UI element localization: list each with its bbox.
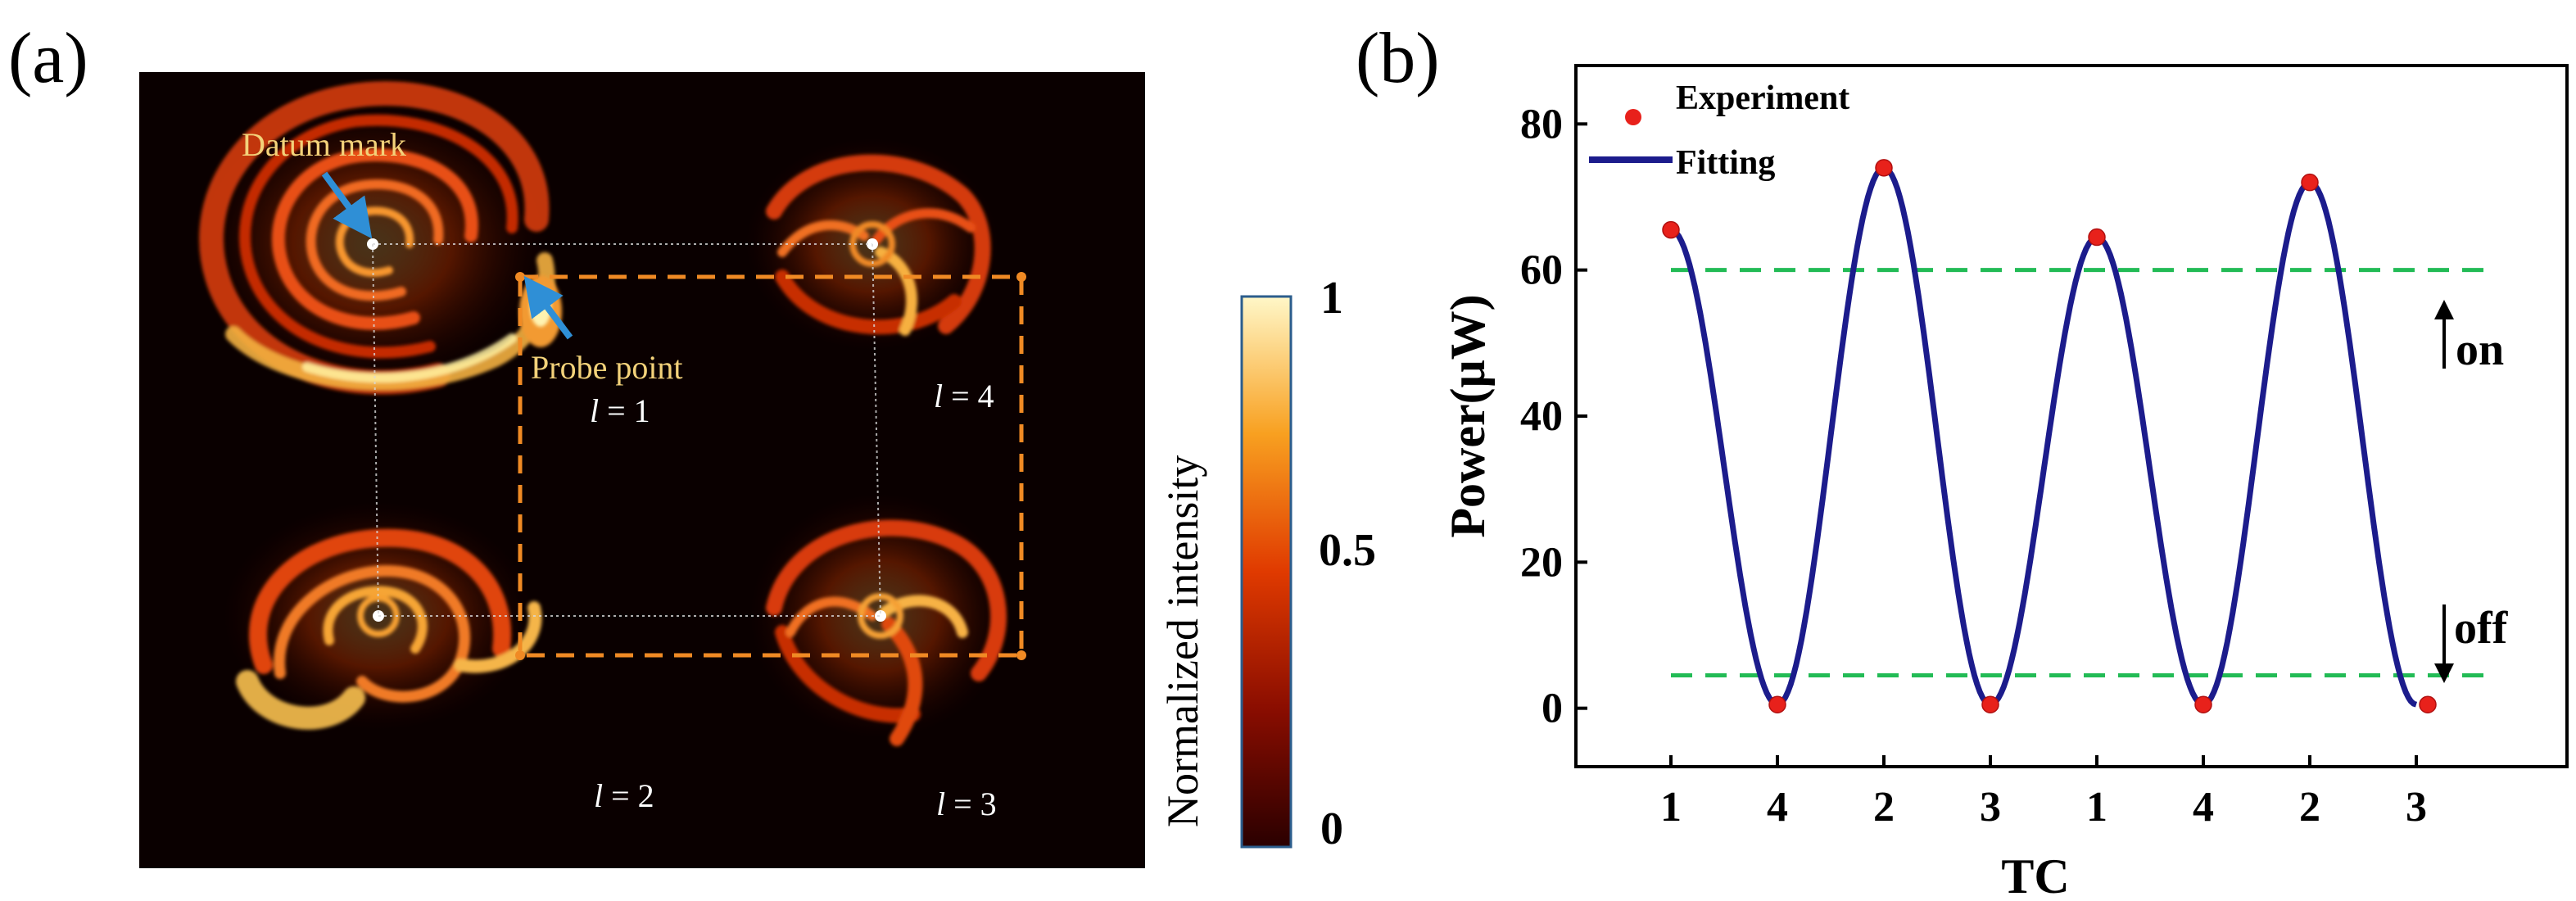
experiment-point (2301, 173, 2319, 192)
legend: Experiment Fitting (1589, 79, 1849, 182)
x-tick-label: 2 (2299, 784, 2320, 831)
experiment-point (1662, 220, 1680, 239)
mode-label-l1: l = 1 (590, 392, 650, 429)
y-tick-label: 0 (1542, 686, 1563, 732)
experiment-point (1981, 695, 1999, 713)
x-tick-label: 1 (2086, 784, 2107, 831)
legend-fitting-label: Fitting (1676, 144, 1775, 182)
probe-point-spot (519, 275, 562, 347)
datum-mark-dot (875, 610, 886, 622)
box-corners (515, 272, 1026, 660)
y-tick-label: 80 (1520, 101, 1563, 147)
x-axis: 1 4 2 3 1 4 2 3 (1660, 755, 2427, 831)
experiment-point (2194, 695, 2212, 713)
x-tick-label: 3 (2406, 784, 2427, 831)
experiment-point (1875, 159, 1893, 177)
mode-label-l2: l = 2 (594, 777, 654, 814)
y-tick-label: 60 (1520, 247, 1563, 294)
colorbar-tick-0: 0 (1320, 804, 1343, 854)
experiment-point (1768, 695, 1786, 713)
plot-frame (1574, 64, 2569, 768)
fitting-curve (1670, 165, 2418, 708)
mode-label-l3: l = 3 (936, 786, 997, 822)
beam-intensity-image: Datum mark Probe point l = 1 l = 4 l = 2… (139, 72, 1145, 868)
power-chart: 0 20 40 60 80 1 4 2 3 1 4 2 3 TC Power(μW) Experime… (1441, 64, 2569, 901)
x-tick-label: 4 (1767, 784, 1788, 831)
datum-mark-label: Datum mark (242, 126, 406, 163)
legend-experiment-label: Experiment (1676, 79, 1849, 117)
legend-experiment-marker (1625, 109, 1641, 125)
datum-arrow (321, 171, 373, 239)
y-axis: 0 20 40 60 80 (1520, 101, 1587, 732)
x-tick-label: 4 (2193, 784, 2214, 831)
colorbar-tick-1: 1 (1320, 273, 1343, 324)
on-annotation: on (2434, 300, 2504, 375)
experiment-point (2419, 695, 2437, 713)
beam-l3 (749, 493, 1012, 746)
mode-label-l4: l = 4 (934, 378, 994, 414)
panel-b-label: (b) (1356, 19, 1440, 98)
on-label: on (2456, 324, 2504, 375)
x-tick-label: 3 (1980, 784, 2001, 831)
off-label: off (2454, 603, 2509, 654)
y-tick-label: 20 (1520, 539, 1563, 586)
colorbar-gradient (1240, 295, 1293, 849)
experiment-point (2088, 228, 2106, 247)
colorbar-label: Normalized intensity (1158, 455, 1207, 827)
probe-region-box (518, 274, 1024, 658)
colorbar-tick-0.5: 0.5 (1319, 525, 1376, 576)
x-tick-label: 1 (1660, 784, 1682, 831)
y-axis-label: Power(μW) (1441, 294, 1495, 537)
x-axis-label: TC (2001, 849, 2069, 901)
probe-point-label: Probe point (531, 349, 683, 386)
y-tick-label: 40 (1520, 393, 1563, 440)
probe-arrow (523, 275, 573, 340)
datum-connectors (372, 243, 881, 617)
panel-a-label: (a) (8, 19, 88, 98)
off-annotation: off (2434, 603, 2509, 683)
x-tick-label: 2 (1873, 784, 1895, 831)
colorbar: 1 0.5 0 Normalized intensity (1158, 273, 1376, 854)
experiment-points (1662, 159, 2437, 713)
